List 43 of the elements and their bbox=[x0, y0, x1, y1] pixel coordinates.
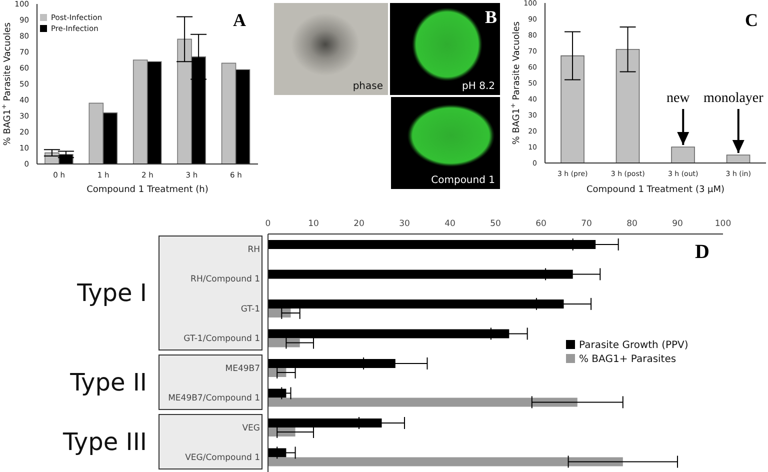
y-tick-label: ME49B7/Compound 1 bbox=[168, 394, 260, 404]
bar bbox=[268, 457, 623, 466]
bar bbox=[268, 308, 291, 318]
x-tick-label: 100 bbox=[714, 219, 732, 229]
x-tick-label: 40 bbox=[444, 219, 456, 229]
text: Compound 1 bbox=[431, 175, 495, 186]
y-tick-label: RH/Compound 1 bbox=[190, 274, 260, 285]
text: Type II bbox=[69, 368, 147, 396]
annotation: new bbox=[666, 91, 691, 106]
y-tick-label: ME49B7 bbox=[225, 364, 260, 374]
text: B bbox=[485, 7, 498, 27]
bar bbox=[560, 55, 584, 163]
annotation: monolayer bbox=[703, 91, 764, 106]
y-tick-label: GT-1 bbox=[240, 304, 260, 314]
text: phase bbox=[352, 81, 383, 92]
x-tick-label: 80 bbox=[626, 219, 638, 229]
x-tick-label: 20 bbox=[354, 219, 364, 229]
x-tick-label: 90 bbox=[672, 219, 683, 229]
x-tick-label: 30 bbox=[399, 219, 410, 229]
y-tick-label: RH bbox=[248, 244, 260, 255]
bar bbox=[268, 398, 578, 407]
chart-title: A bbox=[233, 10, 246, 30]
legend-label: Parasite Growth (PPV) bbox=[579, 340, 688, 351]
x-tick-label: 70 bbox=[581, 219, 592, 229]
x-tick-label: 50 bbox=[490, 219, 501, 229]
chart-title: D bbox=[695, 241, 710, 263]
bar bbox=[616, 49, 640, 163]
bar bbox=[671, 146, 695, 163]
legend-label: % BAG1+ Parasites bbox=[579, 354, 676, 365]
y-tick-label: GT-1/Compound 1 bbox=[184, 334, 260, 344]
x-tick-label: 0 bbox=[265, 219, 271, 229]
x-axis-title: Compound 1 Treatment (3 μM) bbox=[586, 185, 725, 195]
y-tick-label: VEG bbox=[242, 423, 260, 434]
x-tick-label: 60 bbox=[536, 219, 546, 229]
chart-title: C bbox=[745, 10, 758, 30]
bar bbox=[726, 154, 750, 163]
x-tick-label: 10 bbox=[308, 219, 319, 229]
bar bbox=[268, 338, 300, 348]
y-tick-label: VEG/Compound 1 bbox=[185, 453, 260, 464]
text: pH 8.2 bbox=[462, 81, 495, 92]
text: Type I bbox=[76, 279, 147, 307]
text: Type III bbox=[62, 428, 147, 456]
x-axis-title: Compound 1 Treatment (h) bbox=[86, 185, 208, 195]
